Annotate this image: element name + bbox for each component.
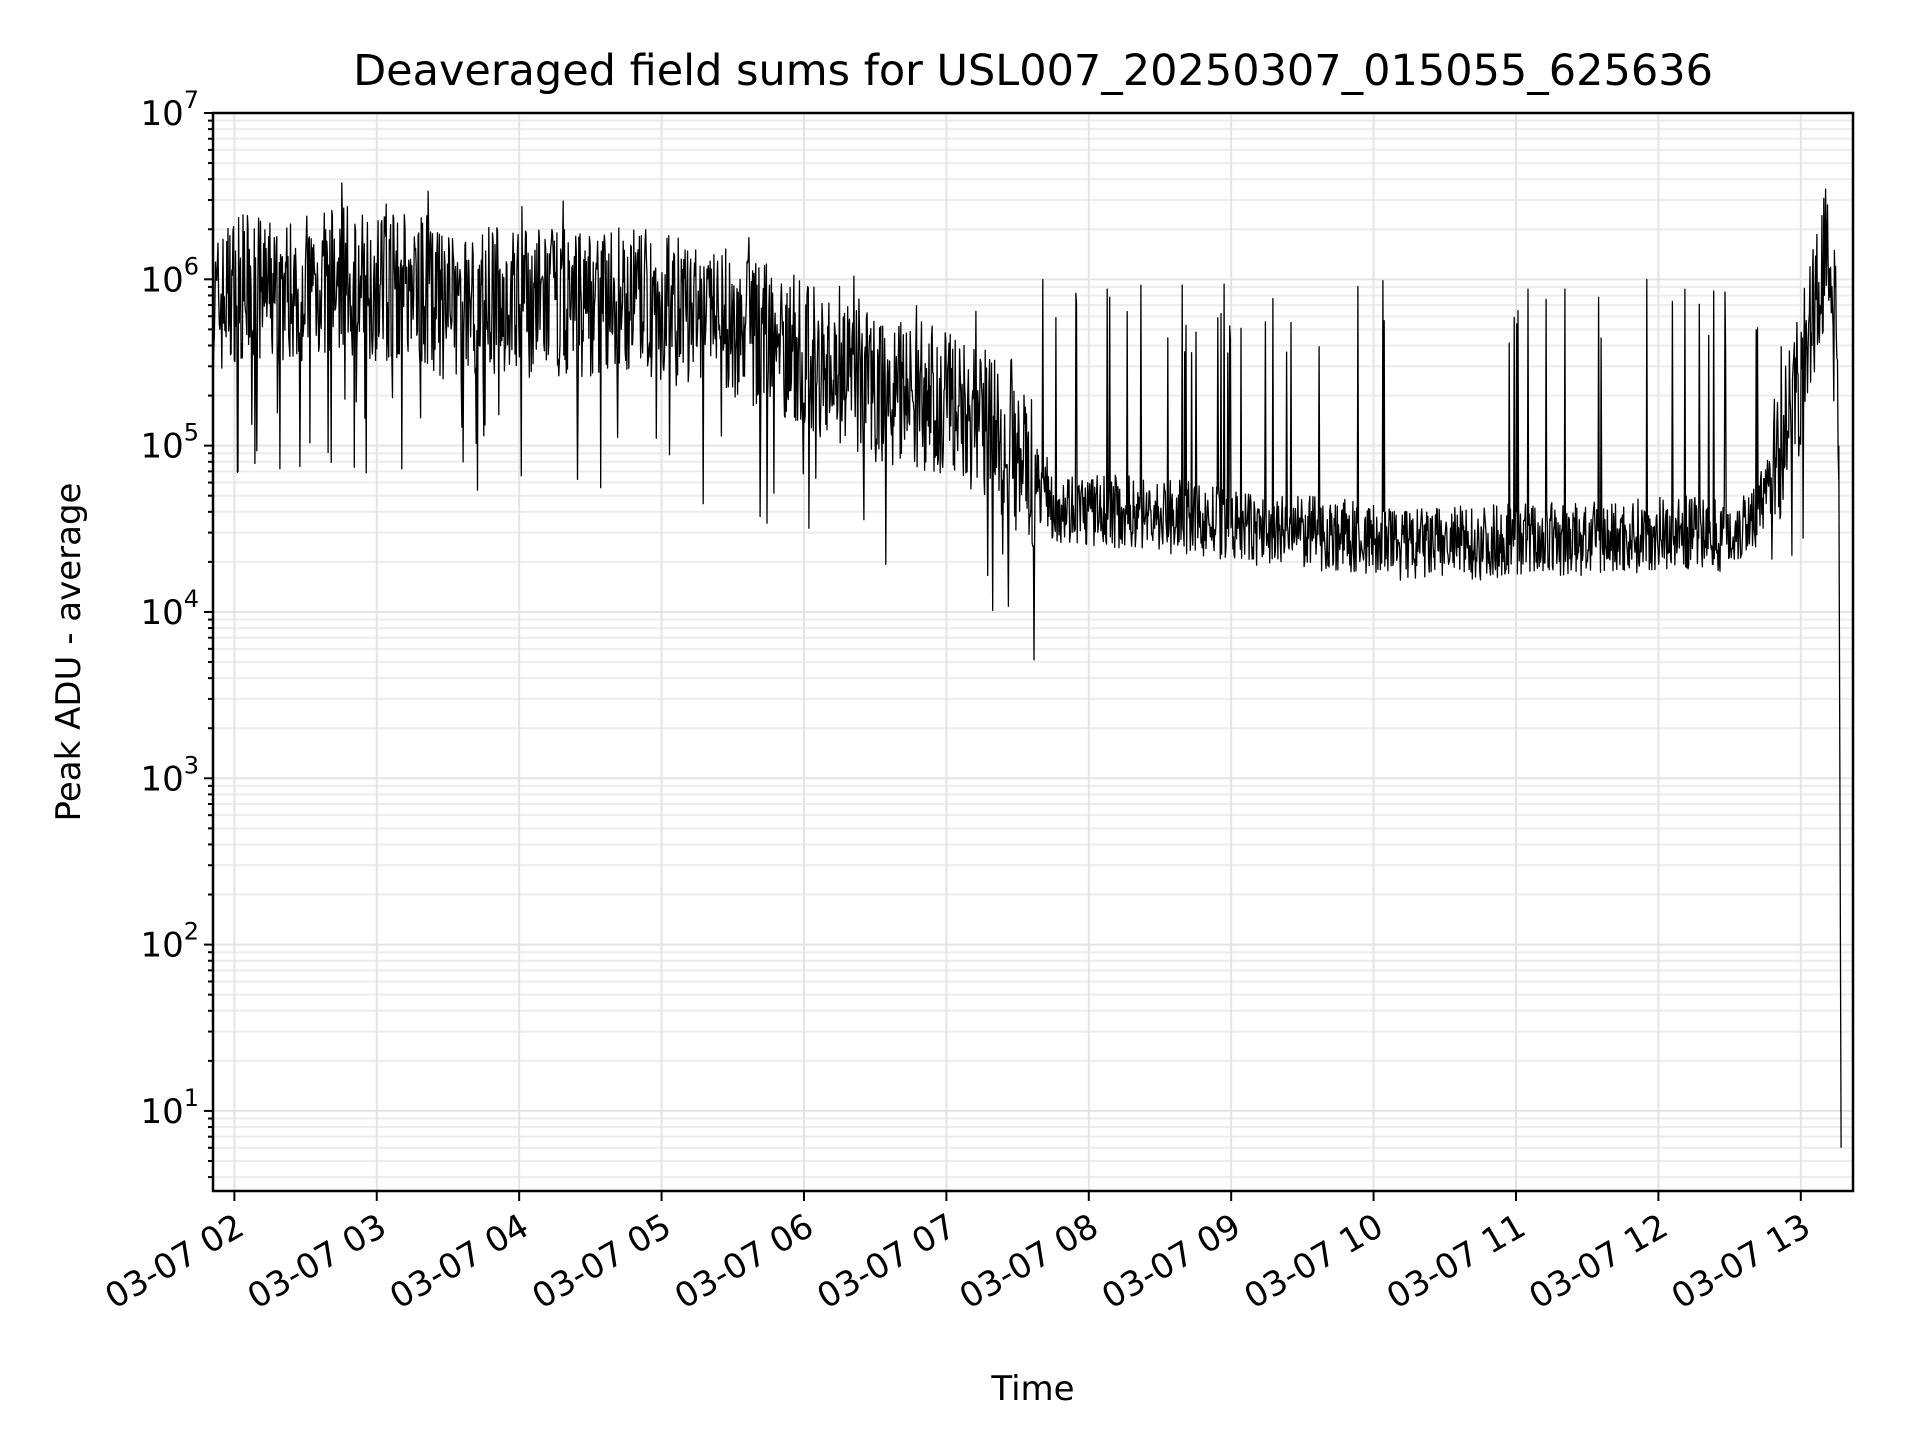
y-tick-label: 102	[140, 918, 199, 966]
y-tick-label: 104	[140, 585, 199, 633]
x-tick-label: 03-07 02	[98, 1206, 250, 1317]
x-tick-label: 03-07 11	[1380, 1206, 1532, 1317]
series-final-drop	[1838, 445, 1842, 1148]
x-tick-label: 03-07 06	[668, 1206, 820, 1317]
y-tick-label: 101	[140, 1084, 199, 1132]
grid	[213, 112, 1853, 1191]
x-tick-label: 03-07 08	[953, 1206, 1105, 1317]
chart-title: Deaveraged field sums for USL007_2025030…	[353, 46, 1713, 96]
y-tick-label: 107	[140, 86, 199, 134]
x-tick-label: 03-07 10	[1238, 1206, 1390, 1317]
x-tick-label: 03-07 05	[526, 1206, 678, 1317]
series-layer	[212, 182, 1842, 1148]
plot-frame	[211, 111, 1855, 1193]
x-tick-label: 03-07 12	[1522, 1206, 1674, 1317]
x-tick-label: 03-07 07	[810, 1206, 962, 1317]
y-tick-label: 103	[140, 751, 199, 799]
x-tick-label: 03-07 03	[241, 1206, 393, 1317]
x-tick-label: 03-07 13	[1665, 1206, 1817, 1317]
y-tick-label: 106	[140, 252, 199, 300]
series-line	[212, 182, 1840, 661]
x-tick-label: 03-07 09	[1095, 1206, 1247, 1317]
x-axis-label: Time	[990, 1369, 1074, 1409]
y-tick-label: 105	[140, 419, 199, 467]
x-tick-label: 03-07 04	[383, 1206, 535, 1317]
y-axis-label: Peak ADU - average	[49, 483, 89, 822]
y-axis: 101 102 103 104 105 106 107	[140, 86, 213, 1179]
